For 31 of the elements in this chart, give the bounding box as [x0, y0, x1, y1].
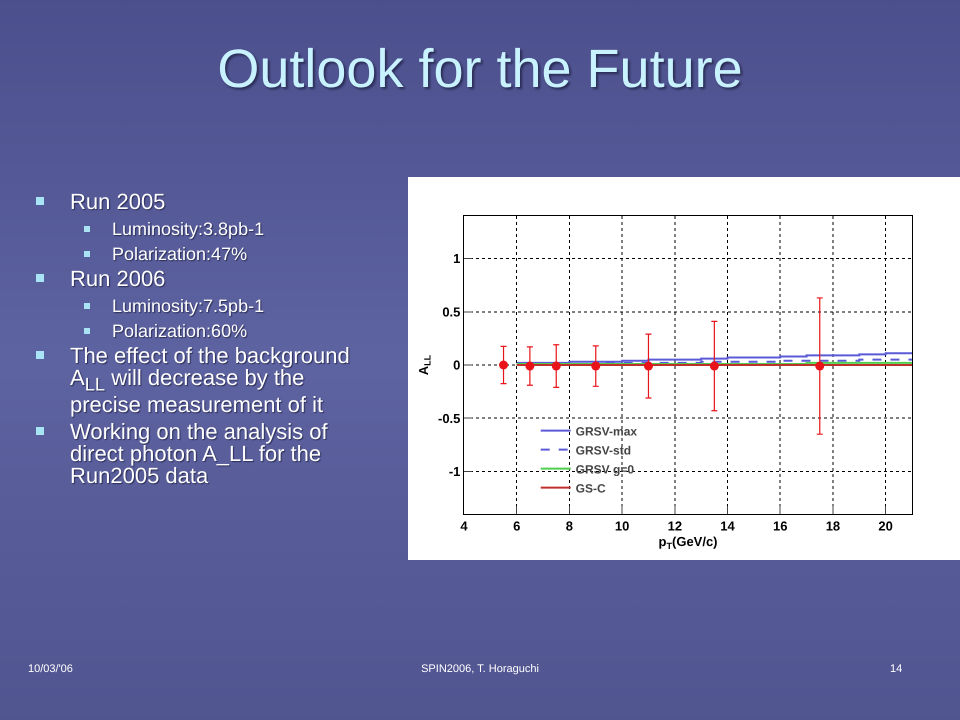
chart-title: Outlook for the Future — [216, 38, 744, 100]
text: Run 2005 — [70, 189, 166, 214]
x-tick-label: 4 — [460, 518, 468, 534]
y-tick-label: -1 — [448, 464, 460, 479]
legend-label: GRSV-std — [576, 443, 632, 458]
y-tick-label: 0 — [453, 358, 460, 373]
legend-label: GS-C — [576, 481, 606, 496]
text: 10/03/'06 — [28, 663, 73, 675]
legend-label: GRSV g=0 — [576, 462, 634, 476]
text: Polarization:47% — [112, 244, 248, 264]
y-tick-label: 0.5 — [442, 304, 460, 320]
text: The effect of the background A$_{LL}$ will decrease by the precise measurement of it — [70, 343, 350, 417]
x-tick-label: 14 — [720, 518, 736, 534]
x-tick-label: 12 — [668, 518, 682, 534]
x-tick-label: 6 — [513, 518, 520, 534]
y-tick-label: 1 — [453, 251, 460, 266]
x-tick-label: 10 — [614, 518, 630, 534]
x-axis-title: p$_{T}$(GeV/c) — [658, 534, 718, 551]
text: Luminosity:3.8pb-1 — [112, 219, 264, 239]
text: SPIN2006, T. Horaguchi — [421, 663, 539, 675]
x-tick-label: 8 — [566, 518, 574, 534]
x-tick-label: 20 — [878, 518, 893, 534]
x-tick-label: 18 — [826, 518, 840, 534]
legend-label: GRSV-max — [576, 424, 638, 438]
text: Run 2006 — [70, 266, 166, 291]
text: Working on the analysis of direct photon A_LL for the Run2005 data — [70, 418, 328, 488]
text: Luminosity:7.5pb-1 — [112, 296, 264, 316]
text: Polarization:60% — [112, 321, 248, 341]
x-tick-label: 16 — [773, 518, 788, 534]
text: 14 — [890, 663, 902, 675]
y-tick-label: -0.5 — [438, 410, 460, 426]
